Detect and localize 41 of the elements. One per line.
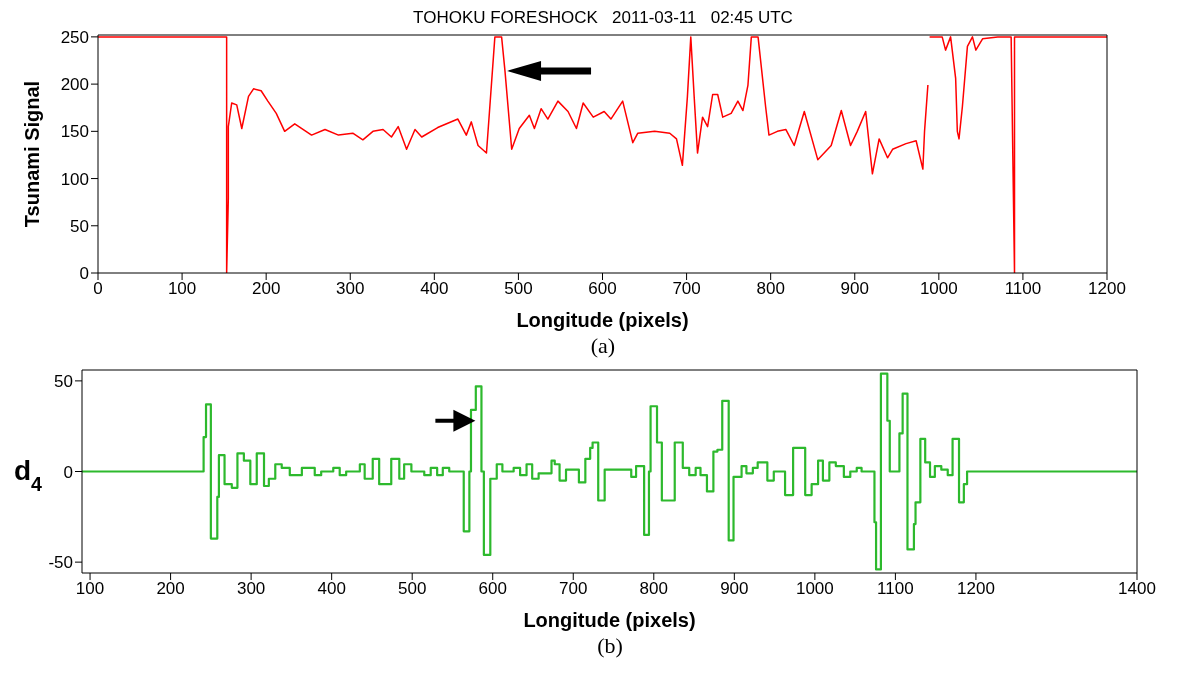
x-tick-label: 500 <box>398 579 427 599</box>
y-tick-label: 150 <box>60 122 89 142</box>
y-tick-label: 0 <box>63 462 73 482</box>
x-tick-label: 1000 <box>795 579 834 599</box>
x-tick-label: 500 <box>504 279 533 299</box>
y-axis-title: d$_{4}$ <box>13 454 43 495</box>
text: (a) <box>589 333 617 359</box>
y-tick-label: 250 <box>60 27 89 47</box>
x-tick-label: 200 <box>156 579 185 599</box>
x-tick-label: 300 <box>236 579 266 599</box>
x-tick-label: 1100 <box>877 579 914 599</box>
x-tick-label: 900 <box>720 579 749 599</box>
y-tick-label: 200 <box>60 75 89 95</box>
x-tick-label: 600 <box>588 279 617 299</box>
x-tick-label: 700 <box>559 579 588 599</box>
x-tick-label: 900 <box>840 279 869 299</box>
y-tick-label: 50 <box>54 371 73 391</box>
x-tick-label: 600 <box>478 579 507 599</box>
x-tick-label: 200 <box>251 279 281 299</box>
x-tick-label: 1200 <box>957 579 995 599</box>
x-tick-label: 1400 <box>1118 579 1156 599</box>
x-tick-label: 300 <box>336 279 365 299</box>
y-tick-label: 50 <box>70 216 89 236</box>
x-tick-label: 1200 <box>1088 279 1126 299</box>
y-tick-label: -50 <box>48 553 73 573</box>
x-tick-label: 400 <box>317 579 346 599</box>
x-tick-label: 100 <box>167 279 197 299</box>
text: (b) <box>596 633 624 659</box>
x-tick-label: 0 <box>93 279 103 299</box>
x-tick-label: 400 <box>420 279 449 299</box>
y-tick-label: 0 <box>79 264 89 284</box>
y-tick-label: 100 <box>60 169 89 189</box>
x-tick-label: 1000 <box>919 279 958 299</box>
x-tick-label: 700 <box>672 279 701 299</box>
y-axis-title: Tsunami Signal <box>21 80 43 228</box>
x-axis-title: Longitude (pixels) <box>523 609 696 631</box>
x-axis-title: Longitude (pixels) <box>516 309 689 331</box>
x-tick-label: 800 <box>639 579 668 599</box>
chart-title: TOHOKU FORESHOCK 2011-03-11 02:45 UTC <box>412 8 794 28</box>
x-tick-label: 800 <box>756 279 785 299</box>
x-tick-label: 1100 <box>1004 279 1042 299</box>
